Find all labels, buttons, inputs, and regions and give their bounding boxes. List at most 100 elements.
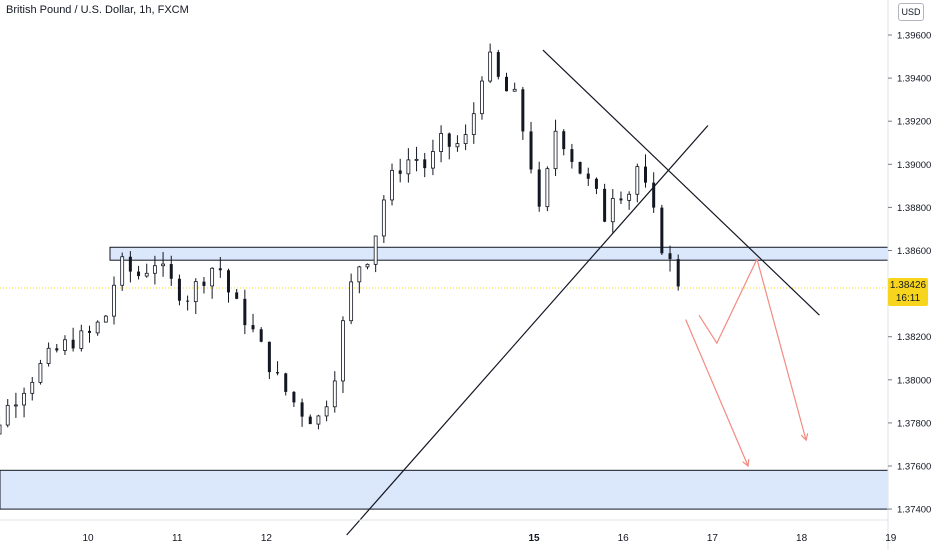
- candle-body-down: [603, 188, 607, 222]
- candle-body-up: [13, 404, 18, 407]
- candle-body-down: [660, 207, 664, 254]
- candle-body-down: [308, 416, 312, 425]
- candle-body-down: [267, 341, 271, 373]
- y-tick-label: 1.38800: [897, 203, 931, 214]
- candle-body-up: [161, 263, 165, 267]
- candle-body-down: [447, 133, 451, 147]
- candle-body-up: [152, 265, 157, 274]
- candle-body-up: [635, 166, 640, 195]
- candle-body-up: [357, 266, 362, 283]
- candle-body-up: [144, 272, 149, 277]
- zone-2: [0, 469, 889, 510]
- candle-body-up: [79, 330, 84, 349]
- candle-body-down: [71, 339, 75, 349]
- candle-body-up: [431, 151, 435, 169]
- y-tick-label: 1.37800: [897, 418, 931, 429]
- candle-body-up: [324, 406, 329, 417]
- candle-body-down: [398, 170, 402, 174]
- candle-body-up: [414, 158, 419, 161]
- candle-body-down: [235, 292, 239, 299]
- x-tick-label: 12: [261, 533, 273, 544]
- projection-arrows[interactable]: [685, 257, 809, 468]
- candle-body-up: [103, 315, 108, 323]
- candle-body-down: [586, 173, 590, 179]
- candle-body-up: [373, 235, 378, 265]
- candle-body-down: [676, 259, 680, 287]
- y-tick-label: 1.39400: [897, 74, 931, 85]
- trendline-1[interactable]: [346, 125, 709, 536]
- candle-body-up: [406, 159, 411, 175]
- candle-body-up: [22, 392, 26, 406]
- x-tick-label: 11: [172, 533, 183, 544]
- candle-body-down: [619, 198, 623, 201]
- current-price-badge: 1.38426 16:11: [888, 278, 928, 306]
- candle-body-down: [128, 256, 132, 272]
- candle-body-up: [439, 133, 443, 152]
- candle-body-down: [496, 52, 500, 77]
- x-tick-label: 10: [82, 533, 94, 544]
- projection-arrowhead-2: [742, 458, 750, 468]
- x-tick-label: 17: [707, 533, 719, 544]
- candle-body-down: [529, 131, 533, 170]
- currency-button[interactable]: USD: [898, 3, 924, 21]
- candle-body-down: [668, 253, 672, 260]
- candle-body-down: [562, 131, 566, 150]
- y-tick-label: 1.39000: [897, 160, 931, 171]
- support-resistance-zones: [0, 246, 889, 510]
- candle-body-up: [553, 130, 558, 170]
- candle-body-down: [202, 281, 206, 286]
- y-tick-label: 1.39200: [897, 117, 931, 128]
- candle-body-down: [186, 300, 190, 302]
- candle-body-down: [137, 271, 141, 277]
- candle-body-up: [332, 380, 337, 408]
- candle-body-up: [349, 281, 354, 322]
- candle-body-down: [300, 402, 304, 417]
- candle-body-up: [488, 51, 493, 82]
- candle-body-up: [365, 263, 370, 268]
- candle-body-up: [341, 320, 345, 382]
- candle-body-down: [578, 161, 582, 174]
- candle-body-down: [423, 159, 427, 169]
- y-tick-label: 1.38200: [897, 332, 931, 343]
- candle-body-up: [120, 256, 125, 286]
- candle-body-up: [610, 198, 615, 223]
- candle-body-down: [251, 325, 255, 330]
- candle-body-up: [38, 363, 43, 383]
- candle-body-up: [463, 134, 468, 145]
- zone-1: [109, 246, 889, 261]
- candle-body-down: [644, 166, 647, 183]
- candle-body-up: [210, 267, 215, 287]
- candle-body-down: [504, 76, 508, 92]
- x-tick-label: 19: [885, 533, 897, 544]
- y-tick-label: 1.38000: [897, 375, 931, 386]
- candle-body-up: [30, 381, 35, 394]
- x-tick-label: 18: [796, 533, 808, 544]
- candle-body-up: [545, 168, 550, 208]
- candle-body-up: [455, 143, 460, 148]
- candle-body-down: [55, 348, 59, 351]
- candle-body-up: [5, 404, 10, 426]
- candle-body-down: [218, 268, 222, 271]
- candle-body-down: [243, 298, 247, 326]
- candle-body-up: [480, 80, 484, 115]
- candle-body-up: [512, 88, 517, 92]
- candle-body-up: [46, 347, 51, 364]
- projection-path-1[interactable]: [698, 257, 807, 441]
- candle-body-down: [537, 169, 541, 207]
- y-tick-label: 1.37600: [897, 462, 931, 473]
- candle-body-up: [112, 284, 116, 317]
- trendline-2[interactable]: [542, 49, 820, 316]
- candle-body-down: [276, 372, 280, 374]
- candle-body-down: [570, 149, 574, 162]
- candle-body-down: [284, 373, 288, 392]
- projection-arrowhead-1: [800, 433, 809, 442]
- candle-body-down: [259, 329, 263, 342]
- chart-title: British Pound / U.S. Dollar, 1h, FXCM: [6, 4, 189, 16]
- drawn-trendlines[interactable]: [346, 49, 820, 536]
- y-tick-label: 1.39600: [897, 31, 931, 42]
- projection-path-2[interactable]: [685, 319, 749, 467]
- candle-body-up: [193, 281, 198, 303]
- candle-body-up: [471, 113, 476, 135]
